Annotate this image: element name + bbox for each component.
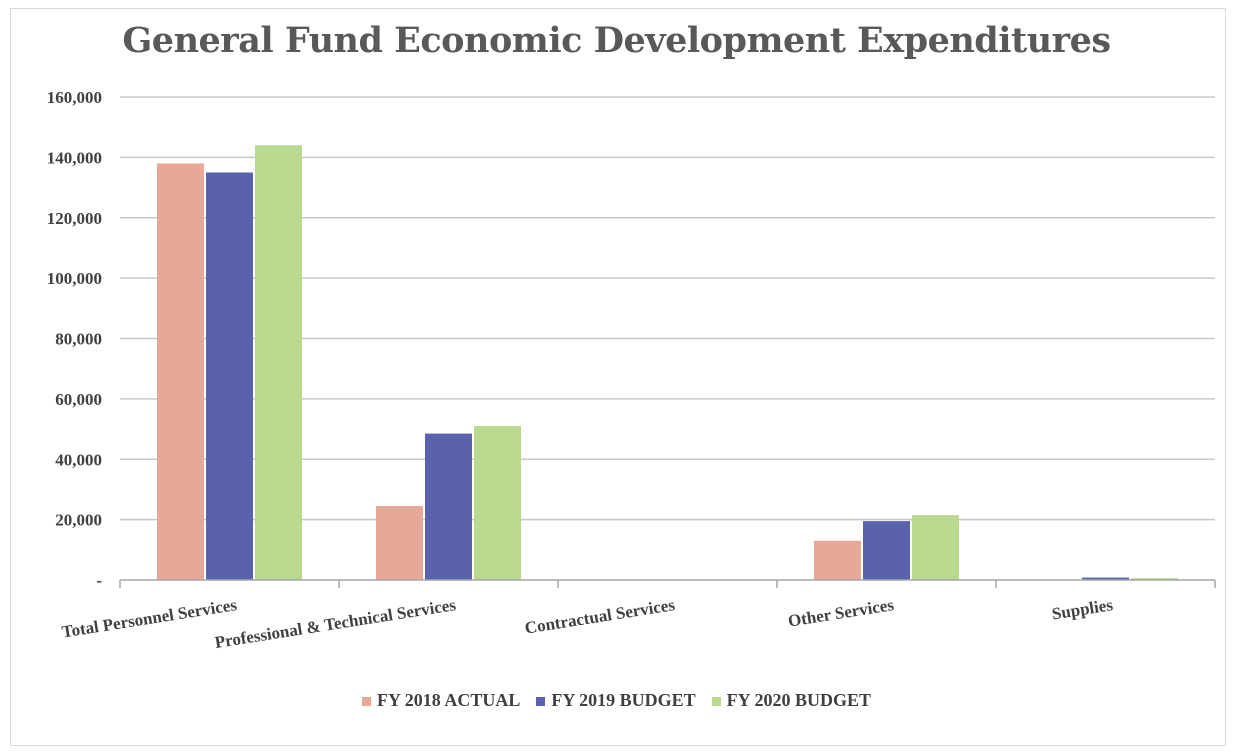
y-tick-label: 100,000 xyxy=(47,269,102,288)
axes xyxy=(119,579,1216,588)
bar xyxy=(814,540,861,580)
chart-title: General Fund Economic Development Expend… xyxy=(122,20,1111,61)
y-tick-label: 80,000 xyxy=(55,330,102,349)
legend-label: FY 2018 ACTUAL xyxy=(376,690,521,710)
y-tick-label: 140,000 xyxy=(47,148,102,167)
legend-swatch xyxy=(361,697,371,707)
bar xyxy=(863,521,910,580)
bars xyxy=(157,145,1178,581)
x-category-label: Supplies xyxy=(1050,595,1114,623)
y-tick-label: 20,000 xyxy=(55,511,102,530)
y-tick-label: 40,000 xyxy=(55,450,102,469)
legend-item: FY 2019 BUDGET xyxy=(536,690,696,711)
legend-item: FY 2018 ACTUAL xyxy=(361,690,521,711)
legend: FY 2018 ACTUAL FY 2019 BUDGET FY 2020 BUDG… xyxy=(0,690,1233,711)
y-tick-label: 60,000 xyxy=(55,390,102,409)
bar xyxy=(206,172,253,580)
bar xyxy=(376,506,423,580)
x-category-label: Professional & Technical Services xyxy=(213,595,457,652)
legend-label: FY 2020 BUDGET xyxy=(726,690,872,710)
y-tick-label: 160,000 xyxy=(47,88,102,107)
x-category-label: Other Services xyxy=(787,595,896,631)
y-tick-label: 120,000 xyxy=(47,209,102,228)
x-category-label: Total Personnel Services xyxy=(60,595,238,642)
bar xyxy=(912,515,959,580)
bar xyxy=(474,426,521,580)
bar xyxy=(1082,577,1129,580)
legend-label: FY 2019 BUDGET xyxy=(551,690,696,710)
bar xyxy=(157,163,204,580)
legend-item: FY 2020 BUDGET xyxy=(711,690,872,711)
y-tick-label: - xyxy=(96,571,102,590)
bar xyxy=(255,145,302,581)
x-category-label: Contractual Services xyxy=(523,595,676,638)
bar xyxy=(425,433,472,580)
gridlines xyxy=(120,96,1215,521)
legend-swatch xyxy=(711,697,721,707)
y-tick-labels: - 20,000 40,000 60,000 80,000 100,000 120,000 1… xyxy=(47,88,103,590)
legend-swatch xyxy=(536,697,546,707)
bar xyxy=(1131,578,1178,580)
